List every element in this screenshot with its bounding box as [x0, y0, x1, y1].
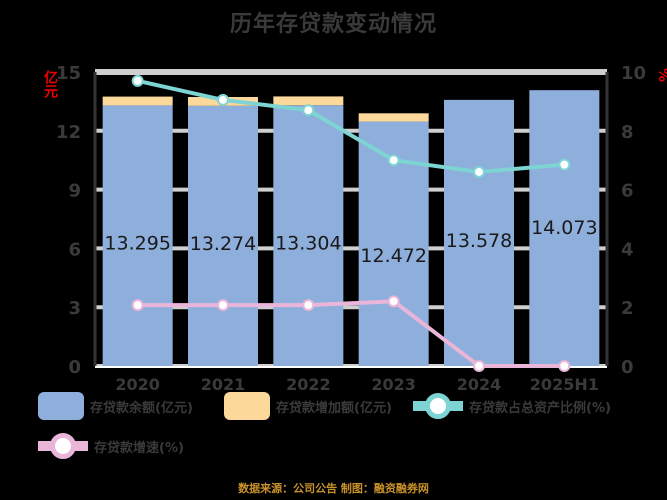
svg-text:3: 3 — [68, 298, 81, 319]
bar-increase — [102, 96, 173, 106]
svg-text:2021: 2021 — [201, 375, 246, 394]
svg-text:9: 9 — [68, 181, 81, 202]
line-marker — [558, 158, 571, 171]
chart-plot: 0 3 6 9 12 15 0 2 4 6 8 10 13.295 2020 13.274 2021 13.30… — [56, 63, 646, 394]
bar-increase — [273, 96, 344, 106]
svg-text:13.274: 13.274 — [190, 233, 256, 255]
right-axis-label: % — [655, 68, 667, 83]
line-marker — [217, 93, 229, 106]
line-marker — [131, 74, 144, 87]
svg-text:13.295: 13.295 — [104, 233, 170, 255]
legend-item-increase: 存贷款增加额(亿元) — [224, 392, 392, 420]
bar-balance — [102, 105, 173, 366]
line-marker — [558, 360, 571, 372]
svg-text:0: 0 — [621, 357, 634, 378]
svg-text:13.578: 13.578 — [446, 230, 512, 252]
legend-swatch — [38, 392, 84, 420]
line-marker — [217, 299, 229, 312]
svg-text:2024: 2024 — [457, 375, 502, 394]
svg-text:13.304: 13.304 — [275, 233, 341, 255]
chart-title: 历年存贷款变动情况 — [229, 12, 437, 37]
svg-text:2020: 2020 — [115, 375, 160, 394]
svg-text:0: 0 — [68, 357, 81, 378]
line-marker — [473, 165, 485, 178]
svg-text:2022: 2022 — [286, 375, 331, 394]
line-marker — [302, 104, 315, 117]
svg-text:2023: 2023 — [371, 375, 416, 394]
svg-text:15: 15 — [56, 63, 81, 84]
svg-text:10: 10 — [621, 63, 646, 84]
svg-text:4: 4 — [621, 239, 634, 260]
line-marker — [473, 360, 485, 372]
bar-balance — [529, 90, 600, 367]
bar-increase — [358, 113, 429, 122]
source-note: 数据来源：公司公告 制图：融资融券网 — [238, 482, 429, 495]
svg-text:6: 6 — [68, 239, 81, 260]
legend-item-balance: 存贷款余额(亿元) — [38, 392, 193, 420]
legend-item-ratio: 存贷款占总资产比例(%) — [413, 392, 611, 420]
svg-text:12.472: 12.472 — [360, 245, 426, 267]
svg-text:6: 6 — [621, 181, 634, 202]
svg-text:12: 12 — [56, 122, 81, 143]
svg-text:14.073: 14.073 — [531, 217, 597, 239]
bar-balance — [273, 105, 344, 366]
svg-text:8: 8 — [621, 122, 634, 143]
line-marker — [302, 299, 315, 312]
legend-item-growth: 存贷款增速(%) — [38, 432, 184, 460]
svg-text:2025H1: 2025H1 — [530, 375, 599, 394]
svg-text:2: 2 — [621, 298, 634, 319]
bar-balance — [444, 99, 514, 366]
left-axis-label: 亿元 — [42, 70, 58, 98]
line-marker — [131, 299, 144, 312]
legend-line-marker — [38, 432, 88, 460]
legend-swatch — [224, 392, 270, 420]
line-marker — [387, 154, 400, 167]
legend-line-marker — [413, 392, 463, 420]
bar-balance — [188, 105, 258, 367]
line-marker — [387, 295, 400, 308]
